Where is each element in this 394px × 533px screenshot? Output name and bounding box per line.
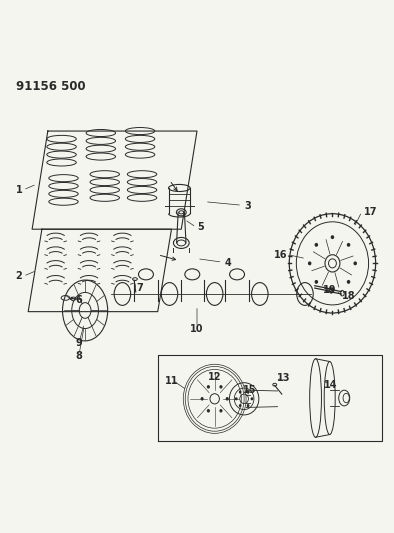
Text: 12: 12 xyxy=(208,372,221,382)
Text: 2: 2 xyxy=(15,271,22,281)
Ellipse shape xyxy=(347,243,350,247)
Ellipse shape xyxy=(201,397,204,401)
Text: 18: 18 xyxy=(342,291,356,301)
Text: 11: 11 xyxy=(165,376,178,386)
Ellipse shape xyxy=(314,243,318,247)
Ellipse shape xyxy=(226,397,229,401)
Text: 5: 5 xyxy=(197,222,204,232)
Ellipse shape xyxy=(251,397,253,400)
Text: 15: 15 xyxy=(243,385,257,395)
Ellipse shape xyxy=(247,404,249,407)
Text: 13: 13 xyxy=(277,374,290,383)
Text: 4: 4 xyxy=(225,257,231,268)
Ellipse shape xyxy=(314,280,318,284)
Text: 10: 10 xyxy=(190,324,204,334)
Ellipse shape xyxy=(347,280,350,284)
Ellipse shape xyxy=(239,391,242,393)
Text: 9: 9 xyxy=(76,338,83,348)
Text: 7: 7 xyxy=(136,283,143,293)
Text: 8: 8 xyxy=(76,351,83,361)
Ellipse shape xyxy=(207,409,210,413)
Ellipse shape xyxy=(308,261,311,265)
Text: 16: 16 xyxy=(274,250,287,260)
Text: 1: 1 xyxy=(15,185,22,195)
Ellipse shape xyxy=(239,404,242,407)
Text: 6: 6 xyxy=(75,295,82,305)
Text: 17: 17 xyxy=(364,206,377,216)
Ellipse shape xyxy=(235,397,238,400)
Ellipse shape xyxy=(207,385,210,389)
Text: 3: 3 xyxy=(244,200,251,211)
Ellipse shape xyxy=(353,261,357,265)
Ellipse shape xyxy=(219,385,223,389)
Ellipse shape xyxy=(331,235,334,239)
Ellipse shape xyxy=(247,391,249,393)
Text: 91156 500: 91156 500 xyxy=(17,80,86,93)
Text: 19: 19 xyxy=(323,285,336,295)
Text: 14: 14 xyxy=(324,380,337,390)
Ellipse shape xyxy=(219,409,223,413)
Ellipse shape xyxy=(331,288,334,292)
